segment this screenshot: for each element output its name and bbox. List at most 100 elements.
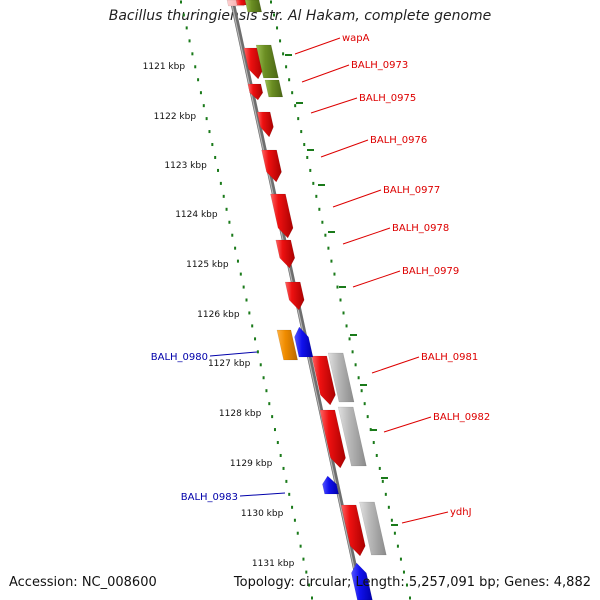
inner-ruler-dot — [185, 26, 188, 30]
outer-ruler-dot — [399, 557, 402, 561]
gene-arrow-balh0973 — [247, 83, 264, 101]
inner-ruler-dot — [308, 583, 311, 587]
inner-ruler-dot — [302, 557, 305, 561]
gene-label: BALH_0980 — [151, 352, 208, 363]
inner-ruler-dot — [222, 194, 225, 198]
gene-gray-2 — [337, 406, 367, 467]
kbp-label: 1128 kbp — [219, 409, 262, 419]
outer-ruler-dot — [348, 337, 351, 341]
inner-ruler-dot — [248, 311, 251, 315]
inner-ruler-dot — [254, 337, 257, 341]
gene-label: BALH_0977 — [383, 185, 440, 196]
label-leader-line — [332, 189, 382, 208]
outer-ruler-dot — [366, 415, 369, 419]
inner-ruler-dot — [299, 544, 302, 548]
kbp-label: 1131 kbp — [252, 559, 295, 569]
kbp-label: 1122 kbp — [154, 112, 197, 122]
label-leader-line — [239, 492, 286, 497]
label-leader-line — [310, 97, 358, 114]
kbp-label: 1123 kbp — [164, 161, 207, 171]
inner-ruler-dot — [219, 181, 222, 185]
inner-ruler-dot — [265, 389, 268, 393]
inner-ruler-dot — [285, 479, 288, 483]
inner-ruler-dot — [242, 285, 245, 289]
inner-ruler-dot — [182, 13, 185, 17]
gene-orange — [276, 329, 298, 361]
gene-gray-3 — [359, 501, 387, 556]
outer-ruler-dot — [384, 492, 387, 496]
gene-arrow-balh0982 — [319, 409, 346, 469]
outer-ruler-dot — [300, 130, 303, 134]
outer-ruler-dot — [396, 544, 399, 548]
outer-ruler-dot — [282, 52, 285, 56]
gene-label: BALH_0975 — [359, 93, 416, 104]
gene-labels: wapA BALH_0973 BALH_0975 BALH_0976 BALH_0977… — [151, 33, 490, 524]
kbp-label: 1126 kbp — [197, 310, 240, 320]
gene-gray-1 — [327, 352, 355, 403]
gene-label: ydhJ — [450, 507, 472, 518]
outer-ruler-dot — [291, 91, 294, 95]
label-leader-line — [371, 356, 420, 374]
outer-ruler-dot — [393, 531, 396, 535]
inner-ruler-dot — [245, 298, 248, 302]
topology-text: Topology: circular; Length: 5,257,091 bp… — [233, 575, 591, 590]
outer-ruler-dot — [351, 350, 354, 354]
inner-ruler-dot — [211, 143, 214, 147]
outer-ruler-dot — [294, 104, 297, 108]
outer-ruler-dot — [273, 13, 276, 17]
kbp-scale: 1121 kbp 1122 kbp 1123 kbp 1124 kbp 1125 kbp… — [143, 62, 295, 569]
inner-ruler-dot — [234, 246, 237, 250]
inner-ruler-dot — [225, 207, 228, 211]
gene-label: BALH_0976 — [370, 135, 427, 146]
outer-ruler-dot — [276, 26, 279, 30]
outer-ruler-dot — [333, 272, 336, 276]
inner-ruler-dot — [180, 0, 182, 4]
genome-title: Bacillus thuringiensis str. Al Hakam, co… — [108, 8, 492, 24]
outer-ruler-dot — [405, 583, 408, 587]
inner-ruler-dot — [268, 402, 271, 406]
inner-ruler-dot — [197, 78, 200, 82]
gene-arrow-balh0981 — [311, 355, 336, 406]
outer-ruler-dot — [354, 363, 357, 367]
inner-ruler-dot — [273, 428, 276, 432]
outer-ruler-dot — [381, 479, 384, 483]
outer-ruler-dot — [270, 0, 272, 4]
inner-ruler-dot — [199, 91, 202, 95]
gene-arrow-ydhJ — [340, 504, 366, 557]
gene-label: BALH_0982 — [433, 412, 490, 423]
inner-ruler-dot — [259, 363, 262, 367]
outer-ruler-dot — [312, 181, 315, 185]
outer-ruler-dot — [318, 207, 321, 211]
gene-features — [226, 0, 387, 600]
outer-ruler-dot — [306, 155, 309, 159]
inner-ruler-dot — [205, 117, 208, 121]
outer-ruler-dot — [336, 285, 339, 289]
label-leader-line — [294, 37, 341, 55]
inner-ruler-dot — [217, 168, 220, 172]
inner-ruler-dot — [188, 39, 191, 43]
outer-ruler-dot — [345, 324, 348, 328]
outer-ruler-dot — [378, 466, 381, 470]
gene-label: BALH_0978 — [392, 223, 449, 234]
inner-ruler-dot — [256, 350, 259, 354]
inner-ruler-dot — [282, 466, 285, 470]
outer-ruler-dot — [409, 596, 411, 600]
outer-ruler-dot — [387, 505, 390, 509]
outer-ruler-dot — [360, 389, 363, 393]
inner-ruler-dot — [214, 155, 217, 159]
label-leader-line — [401, 511, 449, 524]
inner-ruler-dot — [262, 376, 265, 380]
outer-ruler-dot — [285, 65, 288, 69]
gene-label: BALH_0983 — [181, 492, 238, 503]
outer-ruler-dot — [327, 246, 330, 250]
inner-ruler-dot — [288, 492, 291, 496]
label-leader-line — [209, 351, 258, 357]
gene-label: wapA — [342, 33, 370, 44]
gene-olive-2 — [264, 79, 284, 98]
inner-ruler-dot — [191, 52, 194, 56]
outer-ruler-dot — [375, 453, 378, 457]
outer-ruler-dot — [330, 259, 333, 263]
outer-ruler-dot — [288, 78, 291, 82]
label-leader-line — [320, 139, 369, 158]
